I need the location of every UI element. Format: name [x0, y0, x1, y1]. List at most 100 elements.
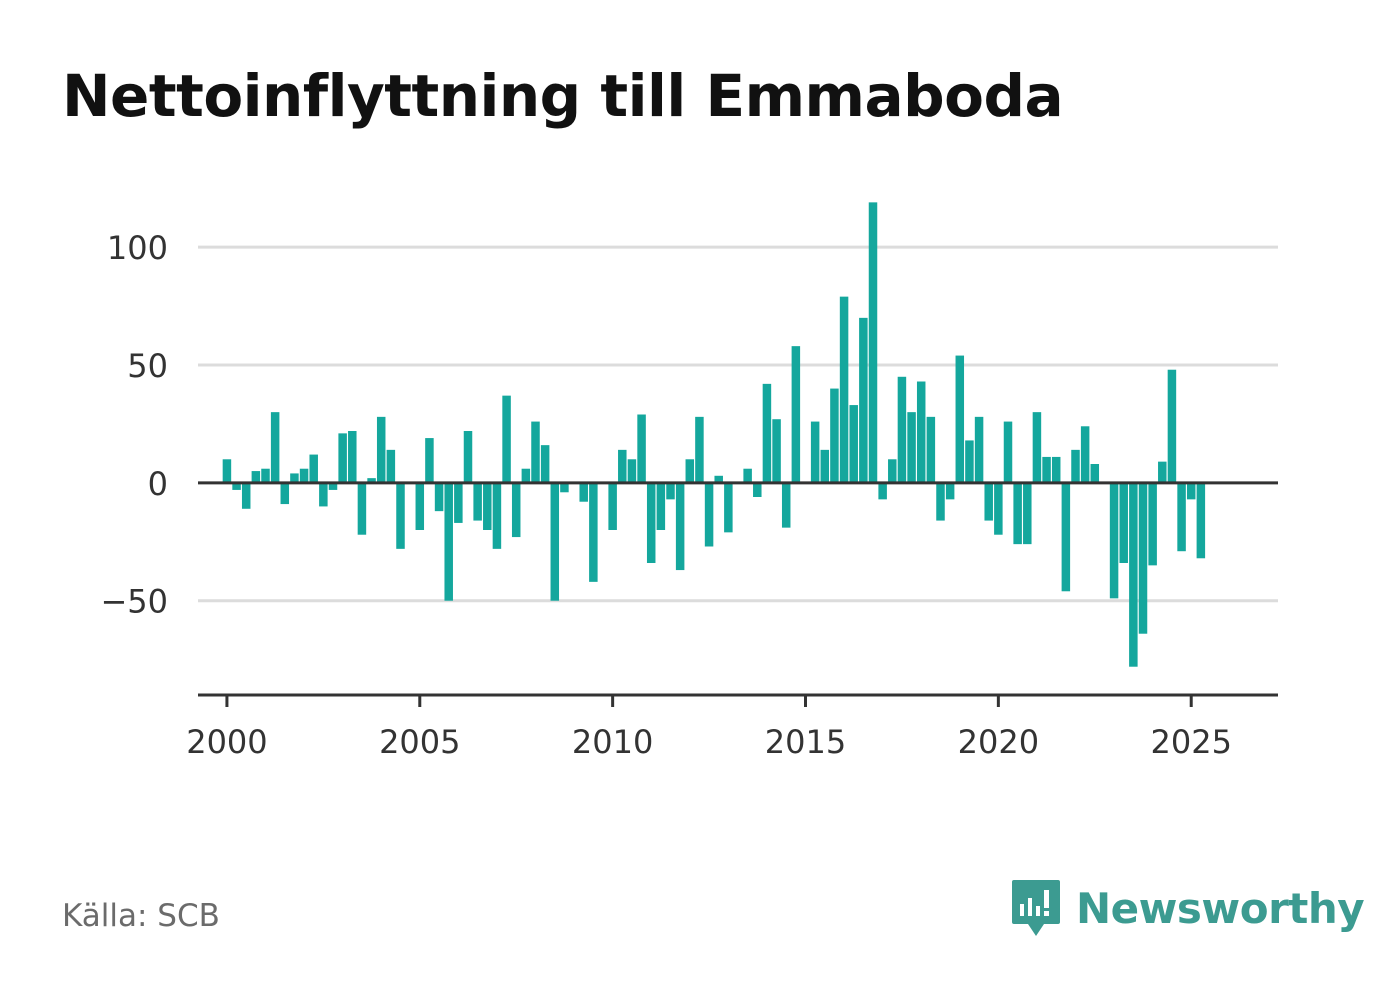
bar — [878, 482, 887, 500]
bar — [444, 482, 453, 601]
bar — [290, 473, 299, 483]
bar — [1042, 456, 1051, 483]
bars — [222, 202, 1206, 667]
x-tick-label: 2010 — [572, 723, 653, 761]
bar — [675, 482, 685, 571]
bar — [1119, 482, 1128, 563]
y-tick-label: 50 — [127, 347, 168, 385]
bar — [521, 468, 531, 483]
bar — [916, 381, 926, 483]
bar — [511, 482, 521, 538]
bar — [666, 482, 675, 500]
bar — [646, 482, 656, 563]
bar — [328, 482, 338, 490]
bar — [1090, 464, 1100, 483]
bar — [608, 482, 617, 530]
bar — [309, 454, 318, 483]
bar — [714, 475, 723, 483]
bar — [348, 431, 357, 483]
bar — [994, 482, 1003, 535]
bar — [376, 416, 386, 483]
bar — [531, 421, 540, 483]
bar — [299, 468, 309, 483]
bar — [338, 433, 347, 483]
y-tick-label: 0 — [148, 465, 168, 503]
bar — [1196, 482, 1206, 559]
tick-labels: 100 50 0 −50 2000 2005 2010 2015 2020 2025 — [100, 229, 1231, 761]
bar — [232, 482, 241, 490]
bar — [839, 296, 849, 483]
bar — [820, 449, 830, 483]
bar — [1177, 482, 1186, 552]
brand-name: Newsworthy — [1076, 883, 1365, 933]
bar — [1109, 482, 1119, 599]
bar — [868, 202, 878, 483]
bar — [222, 459, 232, 483]
bar — [280, 482, 290, 505]
bar — [974, 416, 984, 483]
bar — [1148, 482, 1157, 566]
bar — [888, 459, 897, 483]
bar — [357, 482, 367, 535]
source-note: Källa: SCB — [62, 898, 220, 934]
x-tick-label: 2020 — [958, 723, 1039, 761]
bar — [261, 468, 270, 483]
y-tick-label: 100 — [107, 229, 168, 267]
newsworthy-logo[interactable]: Newsworthy — [1010, 878, 1365, 938]
bar — [540, 445, 550, 483]
bar — [1138, 482, 1148, 634]
bar — [810, 421, 820, 483]
bar — [1129, 482, 1138, 667]
bar — [560, 482, 569, 493]
bar — [270, 412, 280, 483]
bar — [897, 376, 907, 483]
bar — [762, 383, 772, 483]
bar — [483, 482, 492, 530]
bar — [907, 412, 916, 483]
bar — [965, 440, 974, 483]
bar — [1032, 412, 1042, 483]
bar — [1167, 369, 1177, 483]
bar — [502, 395, 511, 483]
bar — [434, 482, 444, 512]
bar — [241, 482, 251, 509]
bar — [589, 482, 598, 582]
bar — [830, 388, 839, 483]
bar — [1071, 449, 1080, 483]
bar — [656, 482, 666, 530]
bar — [955, 355, 965, 483]
bar — [1051, 456, 1061, 483]
bar — [1061, 482, 1071, 592]
bar — [251, 471, 261, 483]
bar — [463, 431, 473, 483]
bar — [1158, 461, 1167, 483]
bar — [936, 482, 945, 521]
bar — [984, 482, 993, 521]
bar — [772, 419, 781, 483]
x-tick-label: 2025 — [1150, 723, 1231, 761]
bar — [753, 482, 762, 497]
bar — [415, 482, 425, 530]
x-tick-label: 2000 — [186, 723, 267, 761]
x-tick-label: 2015 — [765, 723, 846, 761]
bar — [704, 482, 714, 547]
gridlines — [198, 245, 1278, 603]
bar — [579, 482, 588, 502]
bar — [695, 416, 704, 483]
bar — [1003, 421, 1013, 483]
newsworthy-logo-icon — [1012, 880, 1060, 936]
bar — [859, 317, 868, 483]
bar — [618, 449, 627, 483]
bar — [945, 482, 955, 500]
bar — [724, 482, 733, 533]
bar — [781, 482, 791, 528]
axes — [198, 481, 1278, 707]
bar — [743, 468, 752, 483]
bar — [849, 405, 858, 483]
chart-title: Nettoinflyttning till Emmaboda — [62, 62, 1064, 130]
bar — [1080, 426, 1090, 483]
bar — [1013, 482, 1022, 545]
bar — [396, 482, 405, 549]
bar — [367, 478, 376, 483]
